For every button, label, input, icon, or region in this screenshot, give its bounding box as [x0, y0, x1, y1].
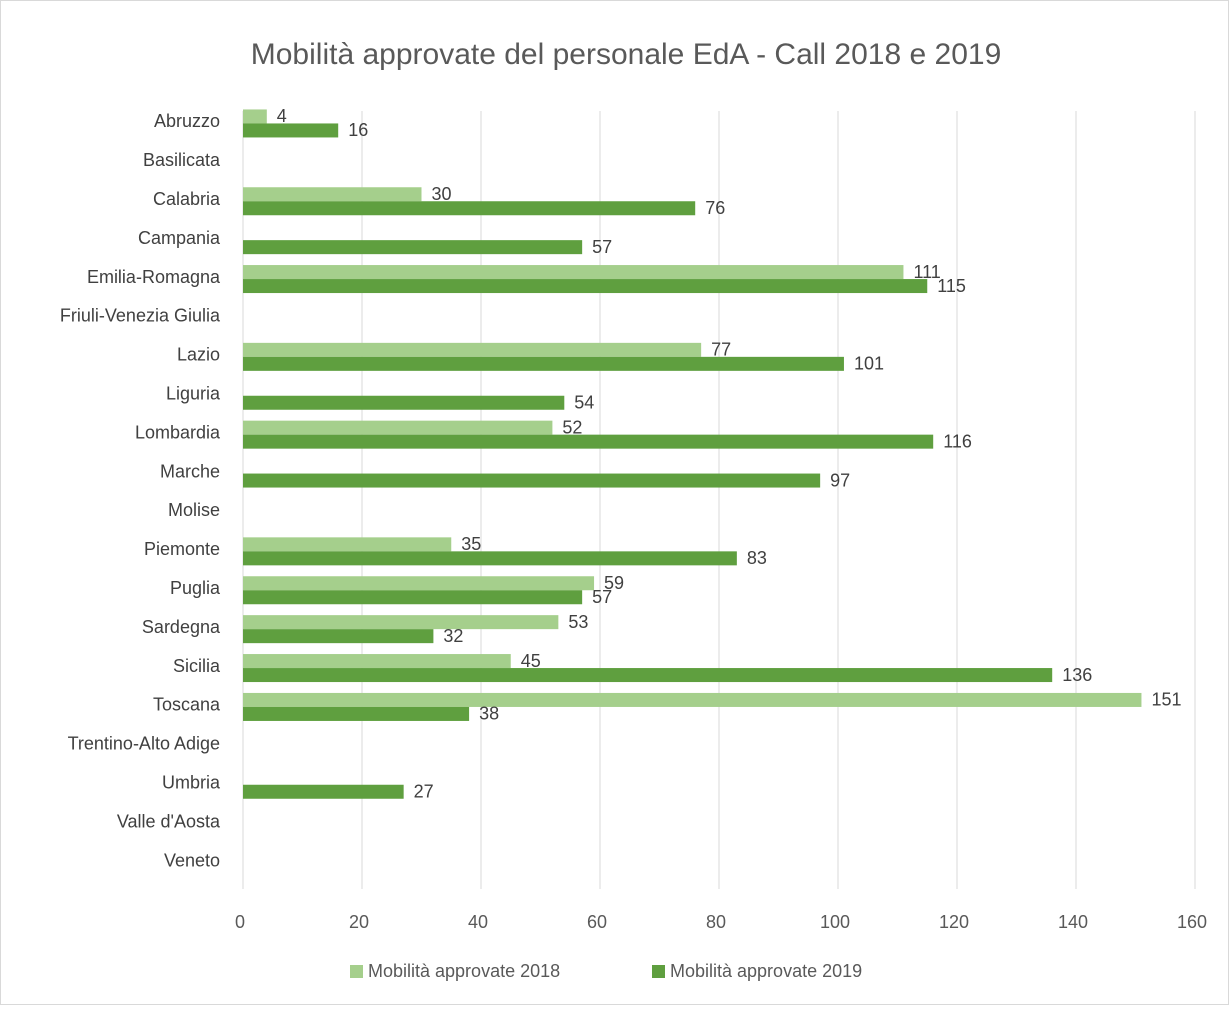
bar	[243, 668, 1053, 683]
bar	[243, 420, 553, 435]
data-label: 38	[479, 704, 499, 724]
x-tick-label: 120	[939, 912, 969, 932]
y-tick-label: Calabria	[153, 189, 221, 209]
y-tick-label: Valle d'Aosta	[117, 811, 221, 831]
bar	[243, 551, 737, 566]
bar	[243, 590, 583, 605]
data-label: 151	[1151, 690, 1181, 710]
data-label: 16	[348, 120, 368, 140]
data-label: 27	[414, 782, 434, 802]
data-label: 136	[1062, 665, 1092, 685]
y-tick-label: Toscana	[153, 695, 221, 715]
data-label: 59	[604, 573, 624, 593]
data-label: 52	[562, 417, 582, 437]
data-label: 76	[705, 198, 725, 218]
y-tick-label: Veneto	[164, 850, 220, 870]
y-tick-label: Basilicata	[143, 150, 221, 170]
legend-label: Mobilità approvate 2019	[670, 961, 862, 981]
x-tick-label: 0	[235, 912, 245, 932]
y-tick-label: Sicilia	[173, 656, 221, 676]
y-tick-label: Friuli-Venezia Giulia	[60, 306, 221, 326]
y-tick-label: Sardegna	[142, 617, 221, 637]
data-label: 35	[461, 534, 481, 554]
data-label: 45	[521, 651, 541, 671]
bar	[243, 279, 928, 294]
legend-label: Mobilità approvate 2018	[368, 961, 560, 981]
bar	[243, 692, 1142, 707]
y-tick-label: Liguria	[166, 384, 221, 404]
x-tick-label: 160	[1177, 912, 1207, 932]
data-label: 57	[592, 587, 612, 607]
bar	[243, 473, 821, 488]
bar	[243, 654, 511, 669]
data-label: 116	[943, 431, 972, 451]
x-tick-label: 100	[820, 912, 850, 932]
bar	[243, 123, 339, 138]
bar	[243, 434, 934, 449]
data-label: 30	[432, 184, 452, 204]
y-tick-label: Molise	[168, 500, 220, 520]
bar	[243, 615, 559, 630]
bar	[243, 109, 267, 124]
y-tick-label: Lombardia	[135, 422, 221, 442]
y-tick-label: Emilia-Romagna	[87, 267, 221, 287]
x-tick-label: 80	[706, 912, 726, 932]
bar	[243, 576, 595, 591]
bar	[243, 395, 565, 410]
data-label: 57	[592, 237, 612, 257]
legend-swatch	[652, 965, 665, 978]
y-tick-label: Campania	[138, 228, 221, 248]
y-tick-label: Puglia	[170, 578, 221, 598]
data-label: 83	[747, 548, 767, 568]
data-label: 111	[913, 262, 940, 282]
bar	[243, 240, 583, 255]
x-tick-label: 60	[587, 912, 607, 932]
data-label: 54	[574, 393, 594, 413]
legend-swatch	[350, 965, 363, 978]
y-tick-label: Abruzzo	[154, 111, 220, 131]
y-tick-label: Piemonte	[144, 539, 220, 559]
data-label: 101	[854, 354, 884, 374]
bar	[243, 784, 404, 799]
bar	[243, 187, 422, 202]
y-tick-label: Lazio	[177, 345, 220, 365]
x-tick-label: 140	[1058, 912, 1088, 932]
bar	[243, 265, 904, 280]
bar	[243, 537, 452, 552]
chart-title: Mobilità approvate del personale EdA - C…	[251, 38, 1002, 71]
data-label: 32	[443, 626, 463, 646]
y-tick-label: Trentino-Alto Adige	[68, 734, 220, 754]
bar	[243, 342, 702, 357]
data-label: 97	[830, 470, 850, 490]
x-tick-label: 40	[468, 912, 488, 932]
data-label: 115	[937, 276, 966, 296]
bar	[243, 629, 434, 644]
bar	[243, 706, 470, 721]
y-tick-label: Umbria	[162, 773, 221, 793]
data-label: 4	[277, 106, 287, 126]
bar	[243, 356, 844, 371]
x-tick-label: 20	[349, 912, 369, 932]
bar	[243, 201, 696, 216]
y-tick-label: Marche	[160, 461, 220, 481]
data-label: 77	[711, 340, 731, 360]
data-label: 53	[568, 612, 588, 632]
